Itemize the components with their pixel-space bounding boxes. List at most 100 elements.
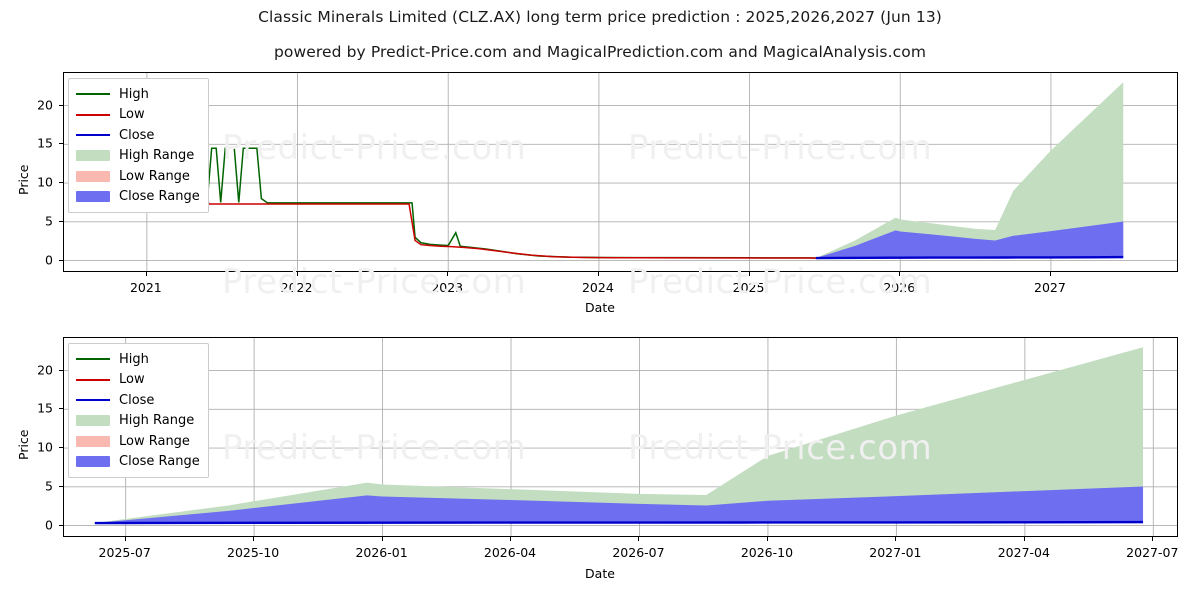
x-tick-mark (597, 272, 599, 276)
y-tick-label: 0 (45, 517, 53, 533)
x-tick-label: 2021 (129, 280, 162, 295)
legend-swatch-low-range-icon (76, 435, 110, 447)
x-tick-mark (1023, 537, 1025, 541)
y-tick-label: 10 (37, 439, 53, 455)
bottom-y-axis-label: Price (16, 429, 31, 461)
legend-label: Close (119, 127, 155, 143)
x-tick-label: 2027-07 (1126, 545, 1179, 560)
legend-swatch-high-icon (76, 88, 110, 100)
x-tick-label: 2025 (732, 280, 765, 295)
page-subtitle: powered by Predict-Price.com and Magical… (273, 43, 927, 61)
x-tick-label: 2022 (280, 280, 313, 295)
y-tick-mark (59, 408, 63, 410)
x-tick-label: 2026-01 (355, 545, 408, 560)
x-tick-label: 2026-10 (740, 545, 794, 560)
top-legend-item: High (76, 84, 200, 105)
legend-label: High Range (119, 413, 195, 429)
y-tick-mark (59, 143, 63, 145)
legend-swatch-high-range-icon (76, 415, 110, 427)
top-legend-item: High Range (76, 146, 200, 167)
x-tick-mark (253, 537, 255, 541)
x-tick-mark (145, 272, 147, 276)
y-tick-mark (59, 447, 63, 449)
x-tick-mark (748, 272, 750, 276)
page-title: Classic Minerals Limited (CLZ.AX) long t… (258, 8, 942, 26)
band-close-range (815, 221, 1124, 260)
x-tick-label: 2026 (883, 280, 916, 295)
y-tick-mark (59, 369, 63, 371)
x-tick-label: 2024 (581, 280, 614, 295)
bottom-x-axis-label: Date (585, 566, 615, 581)
y-tick-label: 5 (45, 213, 53, 229)
y-tick-label: 15 (37, 135, 53, 151)
legend-label: Low Range (119, 433, 190, 449)
x-tick-mark (638, 537, 640, 541)
x-tick-mark (510, 537, 512, 541)
x-tick-label: 2027 (1034, 280, 1066, 295)
legend-label: Close Range (119, 454, 200, 470)
top-plot-frame (63, 72, 1178, 272)
x-tick-mark (895, 537, 897, 541)
x-tick-label: 2027-04 (997, 545, 1050, 560)
legend-label: High (119, 86, 149, 102)
series-line-close (94, 520, 1144, 525)
x-tick-label: 2026-07 (612, 545, 665, 560)
legend-label: Low (119, 372, 145, 388)
x-tick-mark (1049, 272, 1051, 276)
bottom-legend-item: Close (76, 390, 200, 411)
bottom-legend-item: High Range (76, 411, 200, 432)
legend-label: Close Range (119, 189, 200, 205)
y-tick-mark (59, 220, 63, 222)
y-tick-label: 15 (37, 400, 53, 416)
bottom-plot-frame (63, 337, 1178, 537)
x-tick-mark (766, 537, 768, 541)
top-chart-canvas (64, 73, 1177, 271)
legend-label: Close (119, 392, 155, 408)
top-x-axis-label: Date (585, 300, 615, 315)
legend-swatch-high-icon (76, 353, 110, 365)
legend-label: Low (119, 107, 145, 123)
y-tick-label: 20 (37, 97, 53, 113)
band-close-range (94, 486, 1144, 525)
bottom-legend-item: High (76, 349, 200, 370)
x-tick-label: 2025-10 (226, 545, 280, 560)
x-tick-mark (1152, 537, 1154, 541)
x-tick-label: 2026-04 (483, 545, 537, 560)
y-tick-mark (59, 259, 63, 261)
legend-swatch-close-icon (76, 129, 110, 141)
legend-label: Low Range (119, 168, 190, 184)
y-tick-mark (59, 104, 63, 106)
bottom-legend-item: Low Range (76, 431, 200, 452)
y-tick-label: 10 (37, 174, 53, 190)
legend-swatch-close-icon (76, 394, 110, 406)
legend-swatch-high-range-icon (76, 150, 110, 162)
x-tick-mark (124, 537, 126, 541)
legend-label: High (119, 351, 149, 367)
x-tick-label: 2023 (431, 280, 464, 295)
top-legend-item: Low Range (76, 166, 200, 187)
y-tick-label: 0 (45, 252, 53, 268)
bottom-legend-item: Low (76, 370, 200, 391)
x-tick-mark (381, 537, 383, 541)
x-tick-mark (899, 272, 901, 276)
legend-label: High Range (119, 148, 195, 164)
x-tick-label: 2027-01 (869, 545, 922, 560)
legend-swatch-low-icon (76, 374, 110, 386)
top-chart-legend: High Low Close High Range Low Range Close Ran… (68, 78, 209, 213)
y-tick-mark (59, 524, 63, 526)
top-chart-panel (63, 72, 1178, 272)
legend-swatch-close-range-icon (76, 191, 110, 203)
bottom-legend-item: Close Range (76, 452, 200, 473)
bottom-chart-canvas (64, 338, 1177, 536)
y-tick-mark (59, 182, 63, 184)
top-legend-item: Low (76, 105, 200, 126)
top-y-axis-label: Price (16, 164, 31, 196)
legend-swatch-close-range-icon (76, 456, 110, 468)
legend-swatch-low-range-icon (76, 170, 110, 182)
top-legend-item: Close (76, 125, 200, 146)
series-line-close (815, 255, 1124, 260)
band-high-range (94, 347, 1144, 525)
x-tick-label: 2025-07 (98, 545, 151, 560)
top-legend-item: Close Range (76, 187, 200, 208)
